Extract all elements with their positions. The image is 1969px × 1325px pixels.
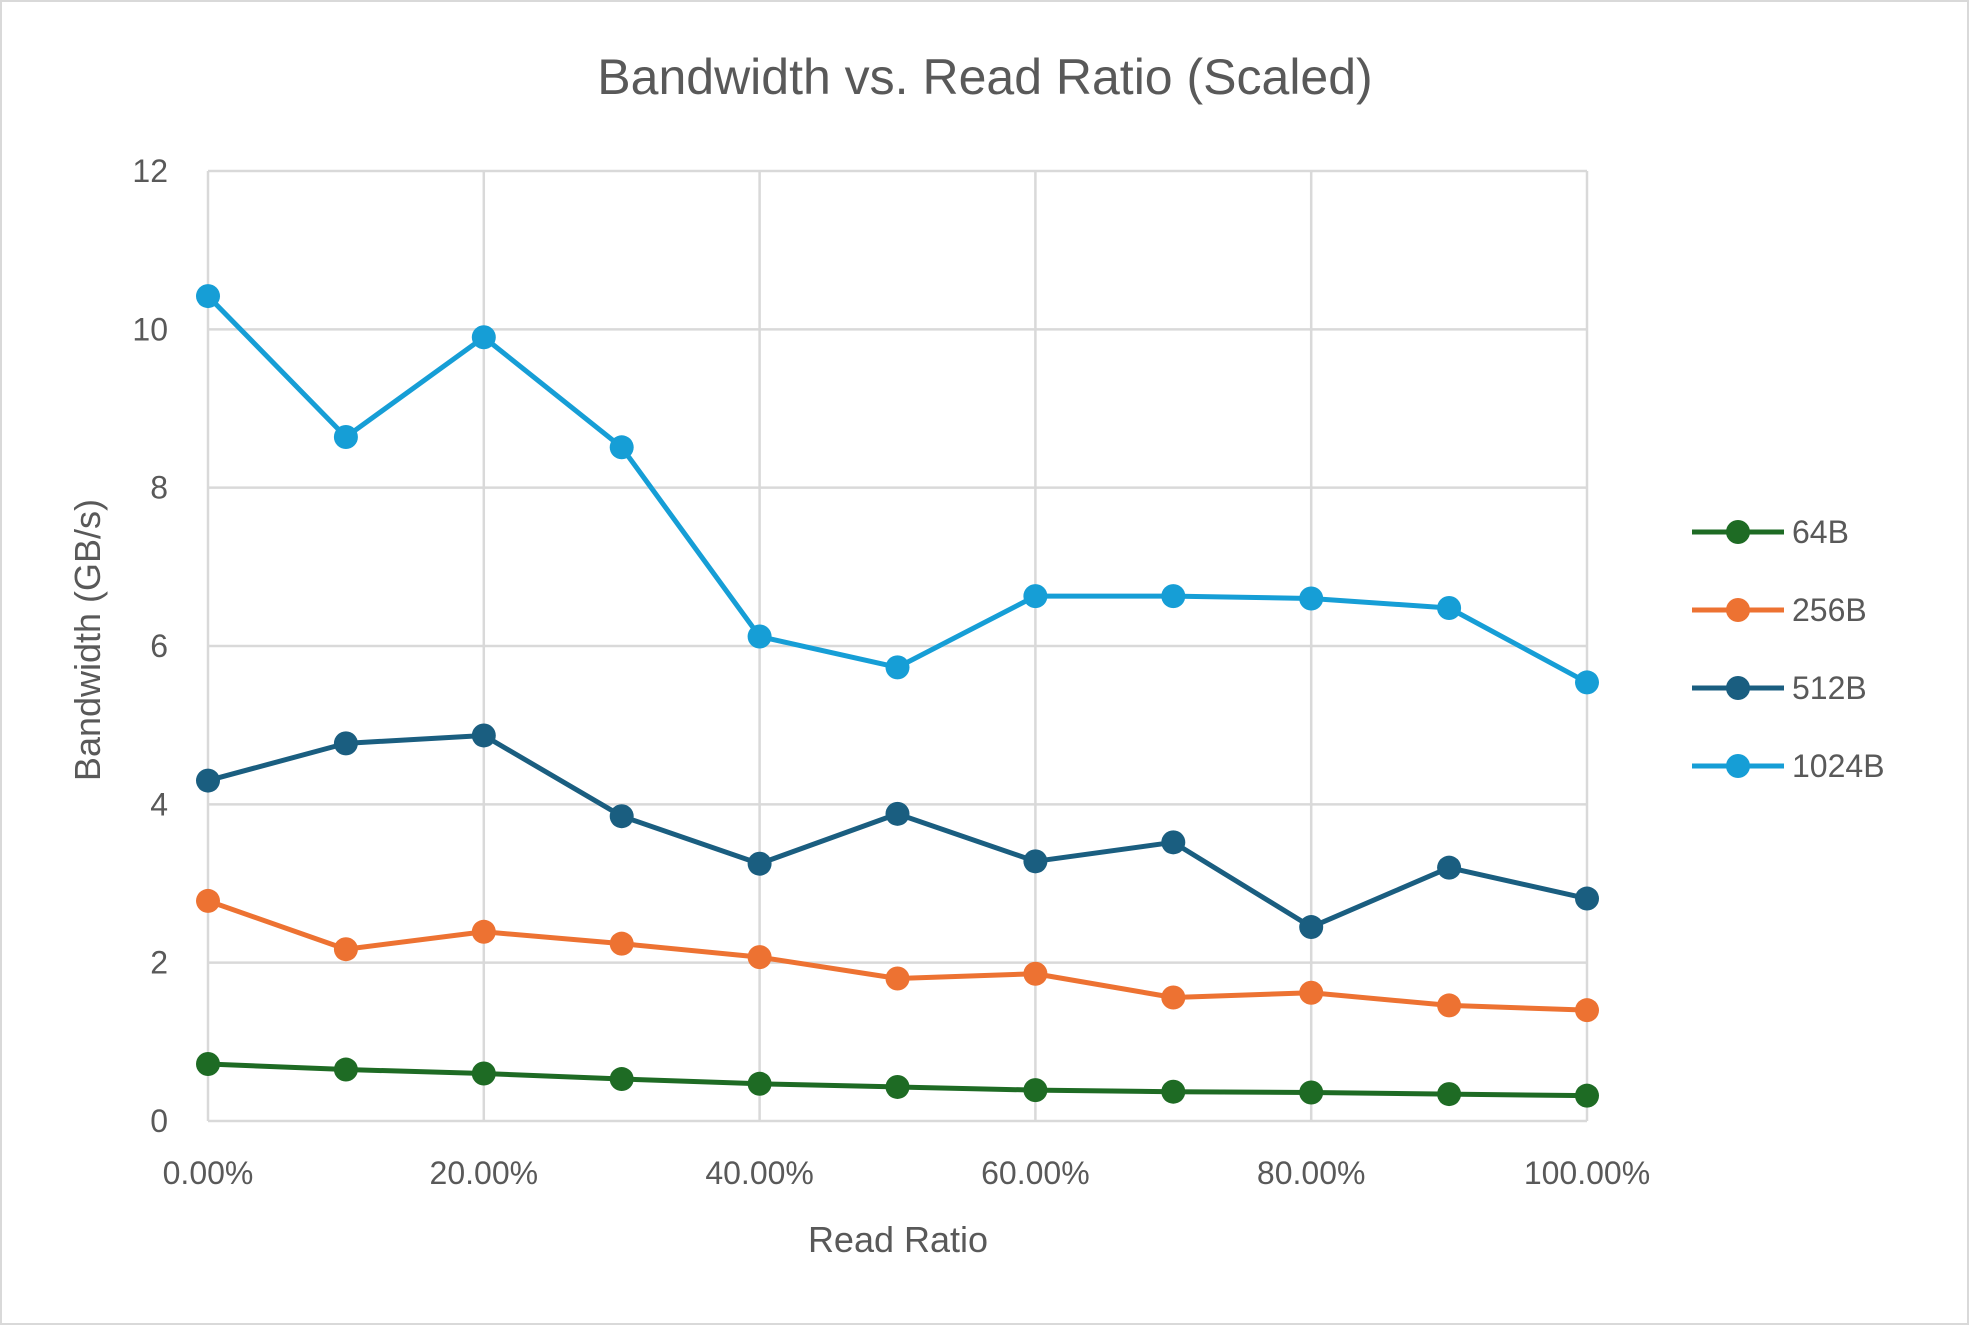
data-point bbox=[1437, 596, 1462, 620]
series-layer bbox=[196, 284, 1599, 1108]
y-tick-label: 12 bbox=[132, 153, 168, 189]
y-tick-label: 10 bbox=[132, 311, 168, 347]
data-point bbox=[1299, 980, 1324, 1005]
legend-item-1024B: 1024B bbox=[1692, 748, 1885, 784]
series-512B bbox=[196, 723, 1599, 940]
data-point bbox=[747, 1071, 772, 1096]
data-point bbox=[609, 1067, 634, 1092]
data-point bbox=[1023, 584, 1048, 609]
data-point bbox=[471, 919, 496, 944]
series-1024B bbox=[196, 284, 1599, 695]
legend-item-512B: 512B bbox=[1692, 670, 1867, 706]
data-point bbox=[747, 624, 772, 649]
data-point bbox=[609, 435, 634, 460]
data-point bbox=[1299, 1080, 1324, 1105]
data-point bbox=[1437, 993, 1462, 1018]
data-point bbox=[471, 1061, 496, 1086]
data-point bbox=[333, 1057, 358, 1082]
data-point bbox=[1023, 1078, 1048, 1103]
data-point bbox=[885, 801, 910, 826]
data-point bbox=[333, 731, 358, 756]
series-256B bbox=[196, 888, 1599, 1023]
x-tick-label: 100.00% bbox=[1524, 1155, 1650, 1191]
data-point bbox=[1161, 830, 1186, 855]
y-tick-label: 6 bbox=[150, 628, 168, 664]
legend-label: 256B bbox=[1792, 592, 1867, 628]
legend-label: 64B bbox=[1792, 514, 1849, 550]
x-tick-label: 20.00% bbox=[430, 1155, 539, 1191]
series-line bbox=[207, 898, 1588, 1013]
data-point bbox=[196, 284, 220, 309]
data-point bbox=[1299, 915, 1324, 940]
legend-marker bbox=[1726, 754, 1750, 778]
data-point bbox=[885, 1074, 910, 1099]
y-axis-ticks: 0 2 4 6 8 10 12 bbox=[132, 153, 168, 1139]
data-point bbox=[747, 945, 772, 970]
data-point bbox=[1437, 1082, 1462, 1107]
data-point bbox=[1161, 1079, 1186, 1104]
legend-label: 1024B bbox=[1792, 748, 1885, 784]
series-line bbox=[206, 294, 1589, 685]
data-point bbox=[1023, 961, 1048, 986]
data-point bbox=[1575, 998, 1599, 1023]
data-point bbox=[1161, 985, 1186, 1010]
data-point bbox=[747, 851, 772, 876]
x-tick-label: 40.00% bbox=[705, 1155, 814, 1191]
data-point bbox=[471, 325, 496, 350]
y-axis-title: Bandwidth (GB/s) bbox=[67, 499, 108, 781]
x-axis-title: Read Ratio bbox=[808, 1219, 988, 1260]
data-point bbox=[333, 425, 358, 449]
data-point bbox=[196, 1052, 220, 1076]
x-tick-label: 60.00% bbox=[981, 1155, 1090, 1191]
data-point bbox=[609, 804, 634, 829]
data-point bbox=[609, 931, 634, 956]
data-point bbox=[1575, 670, 1599, 695]
data-point bbox=[1023, 849, 1048, 874]
data-point bbox=[196, 888, 220, 913]
x-tick-label: 0.00% bbox=[163, 1155, 254, 1191]
y-tick-label: 0 bbox=[150, 1103, 168, 1139]
legend-marker bbox=[1726, 598, 1750, 622]
legend-label: 512B bbox=[1792, 670, 1867, 706]
y-tick-label: 4 bbox=[150, 786, 168, 822]
series-64B bbox=[196, 1052, 1599, 1108]
legend-item-64B: 64B bbox=[1692, 514, 1849, 550]
legend-item-256B: 256B bbox=[1692, 592, 1867, 628]
legend-marker bbox=[1726, 676, 1750, 700]
data-point bbox=[1575, 1083, 1599, 1108]
legend: 64B 256B 512B 1024B bbox=[1692, 514, 1885, 784]
data-point bbox=[1437, 855, 1462, 880]
legend-marker bbox=[1726, 520, 1750, 544]
data-point bbox=[196, 768, 220, 793]
data-point bbox=[1575, 886, 1599, 911]
data-point bbox=[471, 723, 496, 748]
chart-title: Bandwidth vs. Read Ratio (Scaled) bbox=[597, 49, 1372, 105]
data-point bbox=[1161, 584, 1186, 609]
x-axis-ticks: 0.00% 20.00% 40.00% 60.00% 80.00% 100.00% bbox=[163, 1155, 1651, 1191]
y-tick-label: 8 bbox=[150, 470, 168, 506]
y-tick-label: 2 bbox=[150, 945, 168, 981]
x-tick-label: 80.00% bbox=[1257, 1155, 1366, 1191]
data-point bbox=[885, 655, 910, 680]
data-point bbox=[1299, 586, 1324, 611]
data-point bbox=[333, 937, 358, 962]
series-line bbox=[207, 732, 1588, 930]
data-point bbox=[885, 966, 910, 991]
